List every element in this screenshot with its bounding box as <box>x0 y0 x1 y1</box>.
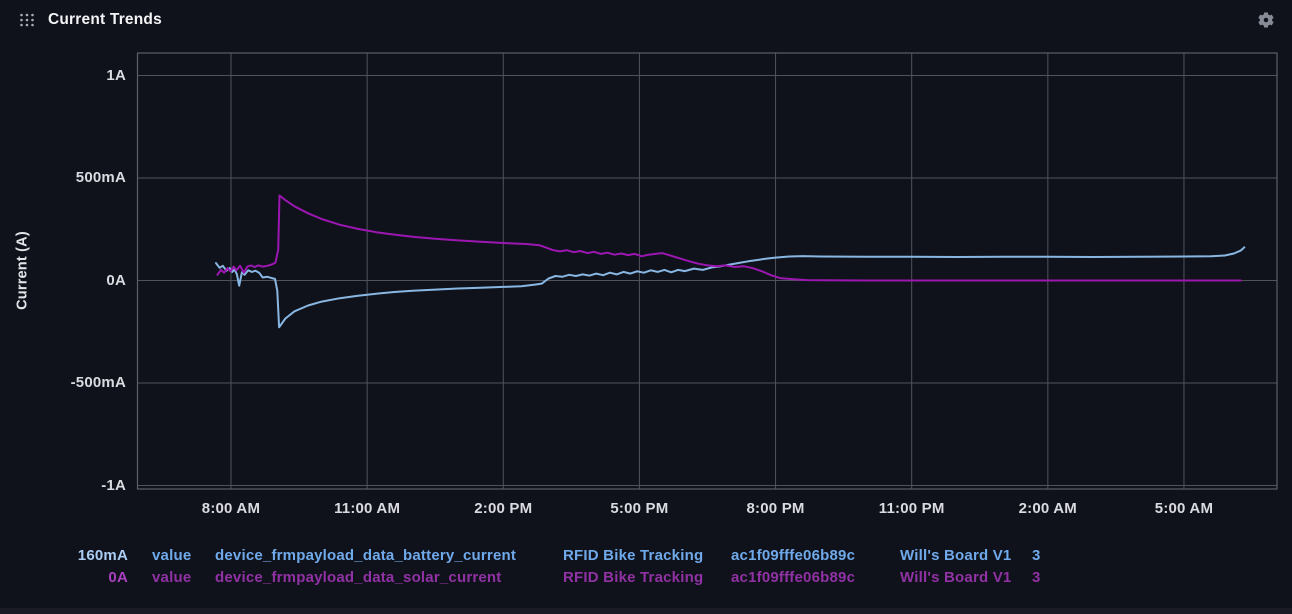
legend-series-key: device_frmpayload_data_solar_current <box>215 569 502 586</box>
drag-handle-icon[interactable] <box>19 12 35 28</box>
legend: 160mA value device_frmpayload_data_batte… <box>0 547 1292 591</box>
legend-device-id: ac1f09fffe06b89c <box>731 547 856 564</box>
legend-field: value <box>152 547 192 564</box>
legend-group: RFID Bike Tracking <box>563 547 704 564</box>
panel-title: Current Trends <box>48 11 162 28</box>
legend-field: value <box>152 569 192 586</box>
legend-count: 3 <box>1032 547 1041 564</box>
legend-group: RFID Bike Tracking <box>563 569 704 586</box>
plot-frame <box>136 52 1278 490</box>
legend-current-value: 160mA <box>77 547 128 564</box>
plot-area[interactable] <box>138 53 1278 489</box>
legend-board: Will's Board V1 <box>900 569 1012 586</box>
legend-device-id: ac1f09fffe06b89c <box>731 569 856 586</box>
legend-board: Will's Board V1 <box>900 547 1012 564</box>
legend-count: 3 <box>1032 569 1041 586</box>
series-line-battery[interactable] <box>215 246 1246 329</box>
legend-row-solar[interactable]: 0A value device_frmpayload_data_solar_cu… <box>0 569 1292 591</box>
panel-bottom-edge <box>0 608 1292 614</box>
legend-series-key: device_frmpayload_data_battery_current <box>215 547 517 564</box>
gear-icon[interactable] <box>1257 11 1275 29</box>
panel-header: Current Trends <box>0 0 1292 40</box>
legend-row-battery[interactable]: 160mA value device_frmpayload_data_batte… <box>0 547 1292 569</box>
legend-current-value: 0A <box>108 569 128 586</box>
series-line-solar[interactable] <box>216 194 1242 282</box>
